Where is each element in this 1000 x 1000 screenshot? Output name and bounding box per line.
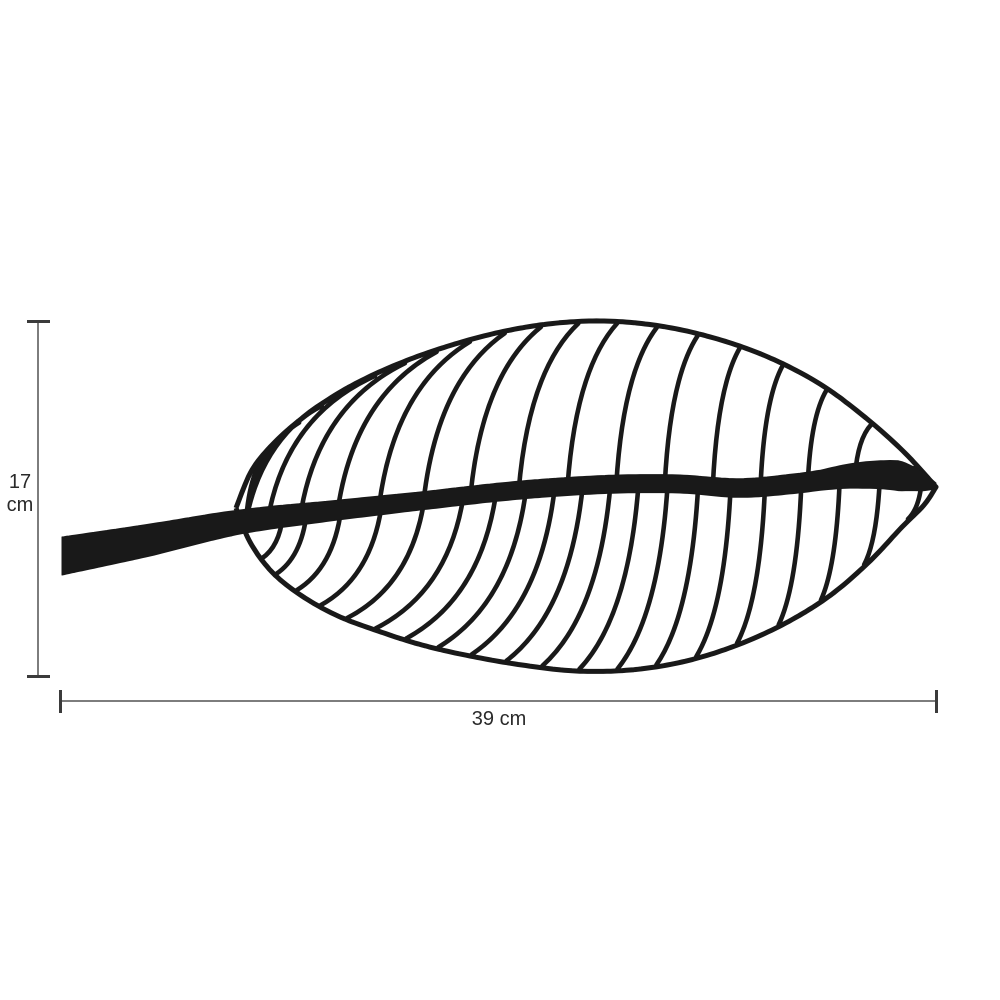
height-value: 17 (8, 471, 32, 493)
width-dimension-label: 39 cm (471, 708, 527, 730)
leaf-ribs (243, 321, 924, 672)
height-dimension-label: 17 cm (0, 471, 40, 517)
width-dimension-line (60, 700, 937, 702)
height-dimension-bottom-cap (27, 675, 50, 678)
width-dimension-left-cap (59, 690, 62, 713)
height-unit: cm (6, 494, 34, 516)
leaf-stem-and-midrib (61, 460, 937, 576)
height-dimension-line (37, 322, 39, 677)
height-dimension-top-cap (27, 320, 50, 323)
width-dimension-right-cap (935, 690, 938, 713)
